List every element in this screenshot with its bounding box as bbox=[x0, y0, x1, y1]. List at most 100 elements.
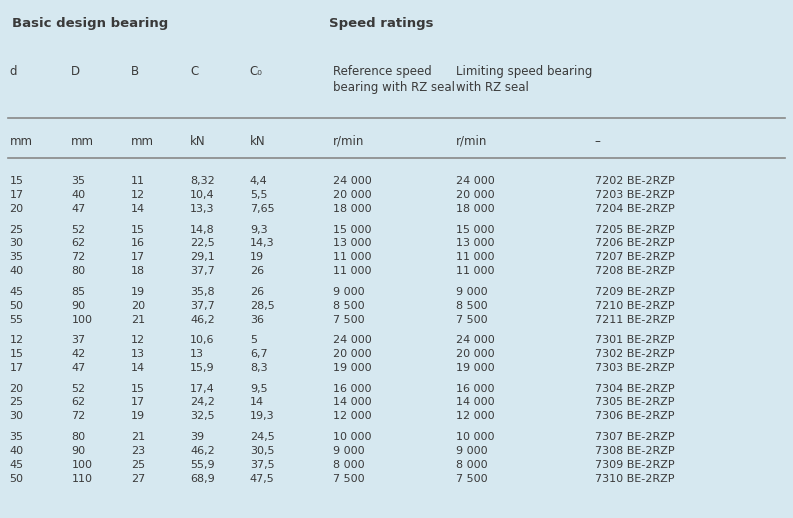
Text: 7305 BE-2RZP: 7305 BE-2RZP bbox=[595, 397, 674, 408]
Text: 24 000: 24 000 bbox=[456, 176, 495, 186]
Text: 9 000: 9 000 bbox=[456, 287, 488, 297]
Text: 16: 16 bbox=[131, 238, 145, 249]
Text: 12 000: 12 000 bbox=[333, 411, 372, 421]
Text: Basic design bearing: Basic design bearing bbox=[12, 17, 168, 30]
Text: 19,3: 19,3 bbox=[250, 411, 274, 421]
Text: 80: 80 bbox=[71, 432, 86, 442]
Text: 25: 25 bbox=[10, 397, 24, 408]
Text: 7307 BE-2RZP: 7307 BE-2RZP bbox=[595, 432, 674, 442]
Text: 19 000: 19 000 bbox=[333, 363, 372, 373]
Text: 50: 50 bbox=[10, 300, 24, 311]
Text: 9 000: 9 000 bbox=[456, 446, 488, 456]
Text: 20: 20 bbox=[131, 300, 145, 311]
Text: 12: 12 bbox=[10, 335, 24, 345]
Text: 47: 47 bbox=[71, 204, 86, 214]
Text: 20 000: 20 000 bbox=[456, 349, 495, 359]
Text: 7209 BE-2RZP: 7209 BE-2RZP bbox=[595, 287, 675, 297]
Text: 7302 BE-2RZP: 7302 BE-2RZP bbox=[595, 349, 674, 359]
Text: C: C bbox=[190, 65, 198, 78]
Text: 4,4: 4,4 bbox=[250, 176, 267, 186]
Text: D: D bbox=[71, 65, 81, 78]
Text: –: – bbox=[595, 135, 600, 148]
Text: 19: 19 bbox=[131, 287, 145, 297]
Text: 7 500: 7 500 bbox=[456, 473, 488, 484]
Text: 40: 40 bbox=[10, 446, 24, 456]
Text: 39: 39 bbox=[190, 432, 205, 442]
Text: 7308 BE-2RZP: 7308 BE-2RZP bbox=[595, 446, 674, 456]
Text: 8 500: 8 500 bbox=[456, 300, 488, 311]
Text: B: B bbox=[131, 65, 139, 78]
Text: 42: 42 bbox=[71, 349, 86, 359]
Text: 7205 BE-2RZP: 7205 BE-2RZP bbox=[595, 224, 674, 235]
Text: 25: 25 bbox=[10, 224, 24, 235]
Text: 14 000: 14 000 bbox=[456, 397, 495, 408]
Text: 18 000: 18 000 bbox=[333, 204, 372, 214]
Text: 7309 BE-2RZP: 7309 BE-2RZP bbox=[595, 459, 674, 470]
Text: 10 000: 10 000 bbox=[333, 432, 372, 442]
Text: 16 000: 16 000 bbox=[456, 383, 495, 394]
Text: 72: 72 bbox=[71, 252, 86, 262]
Text: 46,2: 46,2 bbox=[190, 446, 215, 456]
Text: 22,5: 22,5 bbox=[190, 238, 215, 249]
Text: 15 000: 15 000 bbox=[333, 224, 372, 235]
Text: 8 000: 8 000 bbox=[456, 459, 488, 470]
Text: 24 000: 24 000 bbox=[456, 335, 495, 345]
Text: 28,5: 28,5 bbox=[250, 300, 274, 311]
Text: mm: mm bbox=[71, 135, 94, 148]
Text: 7,65: 7,65 bbox=[250, 204, 274, 214]
Text: 20 000: 20 000 bbox=[456, 190, 495, 200]
Text: 10,6: 10,6 bbox=[190, 335, 215, 345]
Text: 29,1: 29,1 bbox=[190, 252, 215, 262]
Text: 7 500: 7 500 bbox=[333, 314, 365, 325]
Text: 17: 17 bbox=[131, 397, 145, 408]
Text: 20 000: 20 000 bbox=[333, 190, 372, 200]
Text: 40: 40 bbox=[71, 190, 86, 200]
Text: r/min: r/min bbox=[456, 135, 488, 148]
Text: 7204 BE-2RZP: 7204 BE-2RZP bbox=[595, 204, 675, 214]
Text: 14: 14 bbox=[131, 363, 145, 373]
Text: 9 000: 9 000 bbox=[333, 446, 365, 456]
Text: 17: 17 bbox=[10, 363, 24, 373]
Text: 21: 21 bbox=[131, 314, 145, 325]
Text: 55,9: 55,9 bbox=[190, 459, 215, 470]
Text: 37,5: 37,5 bbox=[250, 459, 274, 470]
Text: 7210 BE-2RZP: 7210 BE-2RZP bbox=[595, 300, 674, 311]
Text: 15: 15 bbox=[131, 224, 145, 235]
Text: 68,9: 68,9 bbox=[190, 473, 215, 484]
Text: 9,3: 9,3 bbox=[250, 224, 267, 235]
Text: 24,5: 24,5 bbox=[250, 432, 274, 442]
Text: mm: mm bbox=[131, 135, 154, 148]
Text: 7306 BE-2RZP: 7306 BE-2RZP bbox=[595, 411, 674, 421]
Text: 15: 15 bbox=[10, 176, 24, 186]
Text: 8 000: 8 000 bbox=[333, 459, 365, 470]
Text: 35,8: 35,8 bbox=[190, 287, 215, 297]
Text: 30: 30 bbox=[10, 411, 24, 421]
Text: 24 000: 24 000 bbox=[333, 335, 372, 345]
Text: 13 000: 13 000 bbox=[333, 238, 372, 249]
Text: 10 000: 10 000 bbox=[456, 432, 495, 442]
Text: 36: 36 bbox=[250, 314, 264, 325]
Text: r/min: r/min bbox=[333, 135, 365, 148]
Text: 12: 12 bbox=[131, 335, 145, 345]
Text: 47,5: 47,5 bbox=[250, 473, 274, 484]
Text: 50: 50 bbox=[10, 473, 24, 484]
Text: 8 500: 8 500 bbox=[333, 300, 365, 311]
Text: 35: 35 bbox=[10, 252, 24, 262]
Text: 17,4: 17,4 bbox=[190, 383, 215, 394]
Text: 17: 17 bbox=[10, 190, 24, 200]
Text: 45: 45 bbox=[10, 287, 24, 297]
Text: 14: 14 bbox=[131, 204, 145, 214]
Text: 15 000: 15 000 bbox=[456, 224, 495, 235]
Text: 35: 35 bbox=[71, 176, 86, 186]
Text: 45: 45 bbox=[10, 459, 24, 470]
Text: 62: 62 bbox=[71, 238, 86, 249]
Text: 20: 20 bbox=[10, 204, 24, 214]
Text: Speed ratings: Speed ratings bbox=[329, 17, 434, 30]
Text: 6,7: 6,7 bbox=[250, 349, 267, 359]
Text: 40: 40 bbox=[10, 266, 24, 276]
Text: 30,5: 30,5 bbox=[250, 446, 274, 456]
Text: 14,3: 14,3 bbox=[250, 238, 274, 249]
Text: 14 000: 14 000 bbox=[333, 397, 372, 408]
Text: 23: 23 bbox=[131, 446, 145, 456]
Text: 7206 BE-2RZP: 7206 BE-2RZP bbox=[595, 238, 674, 249]
